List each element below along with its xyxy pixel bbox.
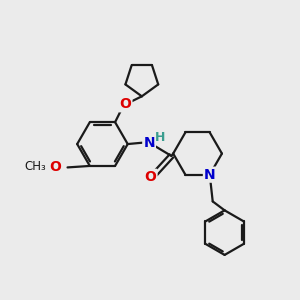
Text: N: N: [143, 136, 155, 150]
Text: H: H: [155, 131, 166, 144]
Text: CH₃: CH₃: [24, 160, 46, 173]
Text: N: N: [204, 168, 216, 182]
Text: O: O: [119, 97, 131, 111]
Text: O: O: [49, 160, 61, 174]
Text: O: O: [145, 170, 157, 184]
